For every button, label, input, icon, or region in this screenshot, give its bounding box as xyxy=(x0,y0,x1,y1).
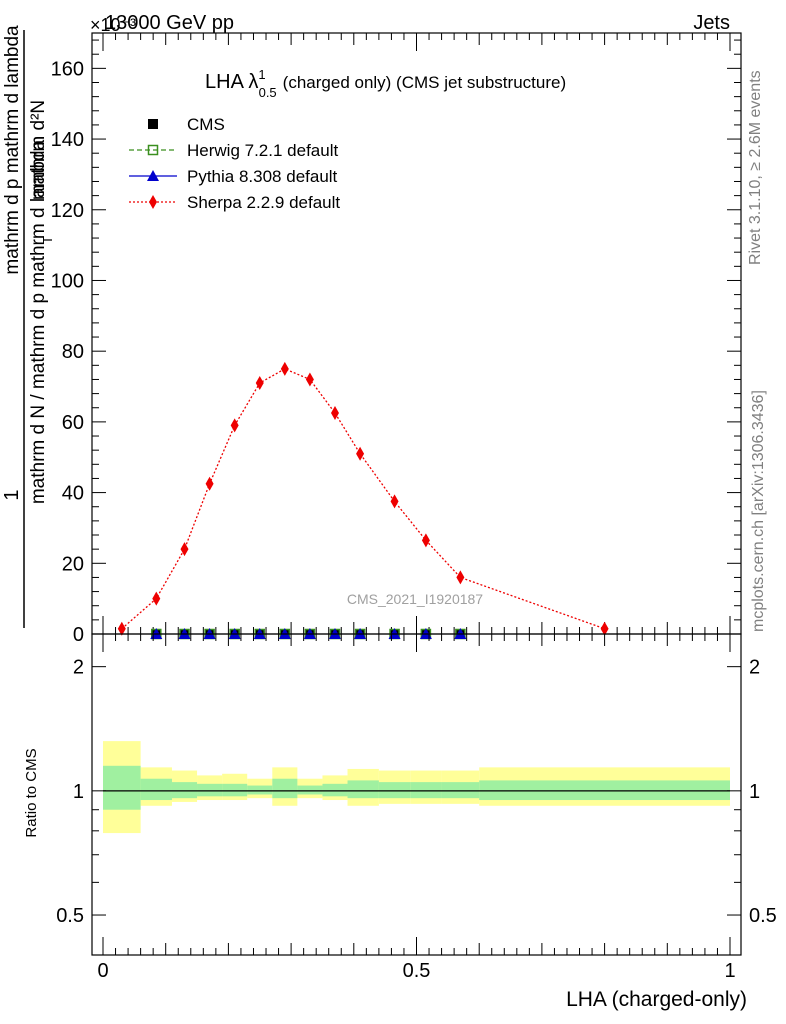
legend-label-pythia: Pythia 8.308 default xyxy=(187,167,338,186)
data-point-sherpa xyxy=(255,375,264,390)
ratio-inner-band xyxy=(479,780,730,801)
analysis-watermark: CMS_2021_I1920187 xyxy=(347,591,483,607)
category-label: Jets xyxy=(693,12,730,34)
ratio-inner-band xyxy=(322,783,348,797)
data-point-sherpa xyxy=(117,621,126,636)
legend-marker-cms xyxy=(148,119,158,129)
scale-exponent: ×10⁻³ xyxy=(90,15,136,35)
ratio-inner-band xyxy=(197,783,223,797)
y-label-sub-t: T xyxy=(40,236,55,244)
ratio-inner-band xyxy=(297,785,323,795)
ratio-y-label: Ratio to CMS xyxy=(23,748,40,837)
ratio-y-tick-label-right: 1 xyxy=(749,781,760,803)
y-tick-label: 120 xyxy=(51,200,84,222)
chart-title-sup: 1 xyxy=(258,67,265,82)
ratio-inner-band xyxy=(140,778,172,801)
ratio-inner-band xyxy=(222,783,248,797)
y-label-main: mathrm d²N xyxy=(28,100,49,200)
chart-title: LHA λ1 0.5 (charged only) (CMS jet substru… xyxy=(205,67,566,100)
ratio-inner-band xyxy=(410,782,442,799)
data-point-sherpa xyxy=(330,406,339,421)
y-tick-label: 40 xyxy=(62,483,84,505)
chart-title-rest: (charged only) (CMS jet substructure) xyxy=(283,73,566,92)
ratio-y-tick-label-right: 0.5 xyxy=(749,905,777,927)
ratio-inner-band xyxy=(347,780,379,799)
data-point-sherpa xyxy=(230,418,239,433)
legend-marker-herwig xyxy=(147,144,159,156)
energy-label: 13000 GeV pp xyxy=(105,12,234,34)
chart-title-main: LHA λ xyxy=(205,71,258,93)
data-point-sherpa xyxy=(305,372,314,387)
legend-label-cms: CMS xyxy=(187,115,225,134)
y-axis-label: 1 mathrm d N / mathrm d p mathrm d lambd… xyxy=(1,25,55,628)
y-tick-label: 100 xyxy=(51,270,84,292)
y-label-one: 1 xyxy=(1,489,23,500)
x-tick-label: 0 xyxy=(97,960,108,982)
y-tick-label: 80 xyxy=(62,341,84,363)
mcplots-label: mcplots.cern.ch [arXiv:1306.3436] xyxy=(750,390,767,632)
x-tick-label: 1 xyxy=(724,960,735,982)
legend-marker-pythia xyxy=(147,170,159,181)
y-label-main-num: mathrm d²N xyxy=(28,100,49,200)
y-tick-label: 60 xyxy=(62,412,84,434)
legend-marker-sherpa xyxy=(149,195,157,209)
legend: CMS Herwig 7.2.1 default Pythia 8.308 defa… xyxy=(129,115,340,212)
ratio-y-tick-label-right: 2 xyxy=(749,657,760,679)
data-point-sherpa xyxy=(152,591,161,606)
y-tick-label: 160 xyxy=(51,58,84,80)
data-point-sherpa xyxy=(390,494,399,509)
y-tick-label: 140 xyxy=(51,129,84,151)
ratio-inner-band xyxy=(272,778,298,799)
data-point-sherpa xyxy=(280,361,289,376)
ratio-y-tick-label: 0.5 xyxy=(56,905,84,927)
data-point-sherpa xyxy=(600,621,609,636)
rivet-label: Rivet 3.1.10, ≥ 2.6M events xyxy=(747,70,764,265)
chart-title-sub: 0.5 xyxy=(259,85,277,100)
y-label-prefactor-den: mathrm d N / mathrm d p mathrm d lambda xyxy=(28,139,49,504)
legend-label-sherpa: Sherpa 2.2.9 default xyxy=(187,193,340,212)
y-label-main-den: mathrm d p mathrm d lambda xyxy=(2,25,23,275)
y-tick-label: 20 xyxy=(62,553,84,575)
data-point-sherpa xyxy=(180,542,189,557)
ratio-inner-band xyxy=(378,782,411,799)
ratio-panel: 0 0.5 1 0.5 0.5 1 1 2 2 xyxy=(56,633,777,982)
ratio-inner-band xyxy=(103,765,141,810)
x-axis-label: LHA (charged-only) xyxy=(566,988,747,1011)
x-tick-label: 0.5 xyxy=(403,960,431,982)
data-point-sherpa xyxy=(205,476,214,491)
legend-label-herwig: Herwig 7.2.1 default xyxy=(187,141,338,160)
ratio-inner-band xyxy=(171,782,198,799)
data-point-sherpa xyxy=(421,533,430,548)
y-tick-label: 0 xyxy=(73,624,84,646)
ratio-y-tick-label: 1 xyxy=(73,781,84,803)
data-point-sherpa xyxy=(356,446,365,461)
ratio-inner-band xyxy=(441,782,480,799)
ratio-y-tick-label: 2 xyxy=(73,657,84,679)
series-line-sherpa xyxy=(121,368,605,630)
data-point-sherpa xyxy=(456,570,465,585)
ratio-inner-band xyxy=(247,785,273,795)
